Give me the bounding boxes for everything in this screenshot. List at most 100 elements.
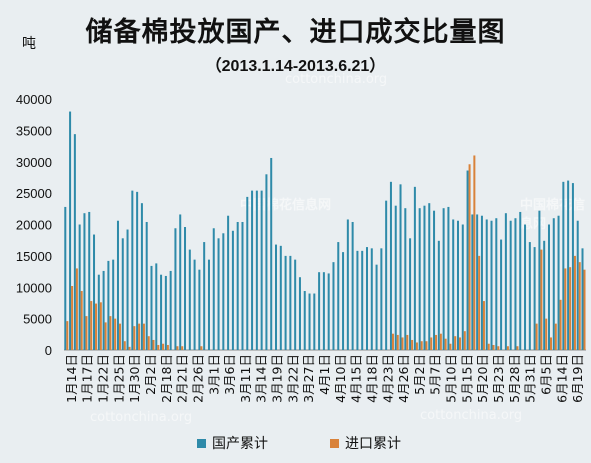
bar-domestic [136, 191, 139, 350]
legend-domestic: 国产累计 [197, 433, 268, 453]
bar-import [138, 323, 141, 350]
bar-import [540, 249, 543, 350]
legend-label-import: 进口累计 [345, 436, 401, 452]
bar-domestic [418, 208, 421, 350]
bar-import [415, 342, 418, 350]
bar-import [439, 333, 442, 350]
bar-domestic [116, 220, 119, 350]
y-tick-label: 30000 [16, 155, 52, 170]
bar-import [506, 346, 509, 350]
x-tick-label: 6月5日 [539, 354, 554, 395]
bar-import [166, 344, 169, 350]
bar-import [497, 346, 500, 350]
bar-domestic [504, 213, 507, 350]
bar-domestic [547, 224, 550, 350]
bar-domestic [93, 234, 96, 350]
x-tick-label: 3月11日 [238, 354, 253, 403]
bar-domestic [97, 274, 100, 350]
bar-domestic [236, 221, 239, 350]
bar-import [492, 344, 495, 350]
bar-domestic [519, 211, 522, 350]
bar-import [549, 337, 552, 350]
x-tick-label: 5月31日 [523, 354, 538, 403]
bar-domestic [184, 227, 187, 350]
y-tick-label: 25000 [16, 186, 52, 201]
bar-domestic [241, 221, 244, 350]
x-tick-label: 1月30日 [127, 354, 142, 403]
bar-domestic [131, 190, 134, 350]
bar-import [396, 334, 399, 350]
bar-domestic [423, 205, 426, 350]
bar-domestic [490, 220, 493, 350]
bar-import [573, 255, 576, 351]
bar-import [559, 299, 562, 350]
bar-domestic [265, 174, 268, 350]
bar-domestic [385, 200, 388, 350]
bar-domestic [140, 203, 143, 350]
bar-domestic [342, 252, 345, 350]
y-tick-label: 35000 [16, 123, 52, 138]
x-tick-label: 4月18日 [365, 354, 380, 403]
bar-domestic [370, 248, 373, 350]
bar-domestic [456, 220, 459, 350]
bar-domestic [251, 190, 254, 350]
bar-domestic [107, 260, 110, 350]
x-tick-label: 2月2日 [143, 354, 158, 395]
watermark-text: cottonchina.org [285, 72, 388, 87]
y-tick-label: 20000 [16, 218, 52, 233]
bar-domestic [217, 238, 220, 350]
bar-domestic [227, 215, 230, 350]
bar-domestic [524, 224, 527, 350]
y-tick-label: 15000 [16, 249, 52, 264]
x-tick-label: 3月6日 [222, 354, 237, 395]
bar-import [95, 303, 98, 350]
bar-import [147, 336, 150, 350]
bar-import [430, 337, 433, 350]
x-tick-label: 1月25日 [111, 354, 126, 403]
bar-import [583, 269, 586, 350]
bar-import [535, 323, 538, 350]
bar-domestic [289, 255, 292, 351]
bar-domestic [394, 205, 397, 350]
bar-import [482, 301, 485, 350]
bar-domestic [404, 208, 407, 350]
bar-domestic [442, 208, 445, 350]
bar-domestic [538, 210, 541, 350]
x-tick-label: 3月27日 [301, 354, 316, 403]
bar-import [459, 337, 462, 350]
x-tick-label: 5月2日 [412, 354, 427, 395]
bar-import [569, 267, 572, 350]
bar-import [157, 344, 160, 350]
bar-domestic [78, 224, 81, 350]
bar-domestic [466, 170, 469, 350]
bar-import [516, 346, 519, 350]
bar-domestic [203, 242, 206, 350]
bar-domestic [308, 293, 311, 350]
bar-domestic [495, 218, 498, 350]
bar-import [449, 343, 452, 350]
bar-domestic [73, 134, 76, 350]
bar-domestic [169, 270, 172, 350]
bar-domestic [533, 247, 536, 350]
x-tick-label: 2月26日 [191, 354, 206, 403]
bar-domestic [461, 224, 464, 350]
chart-subtitle: （2013.1.14-2013.6.21） [205, 58, 386, 75]
bar-domestic [231, 230, 234, 350]
bar-domestic [365, 247, 368, 350]
bar-domestic [413, 186, 416, 350]
bar-import [463, 331, 466, 350]
bar-import [75, 268, 78, 350]
bar-domestic [255, 190, 258, 350]
bar-import [181, 346, 184, 350]
bar-domestic [361, 250, 364, 350]
bar-domestic [83, 213, 86, 350]
x-tick-label: 3月1日 [206, 354, 221, 395]
bar-import [411, 339, 414, 350]
bar-import [109, 316, 112, 350]
bar-domestic [121, 238, 124, 350]
bar-domestic [380, 248, 383, 350]
bar-domestic [476, 214, 479, 350]
bar-domestic [471, 214, 474, 350]
x-tick-label: 5月15日 [459, 354, 474, 403]
